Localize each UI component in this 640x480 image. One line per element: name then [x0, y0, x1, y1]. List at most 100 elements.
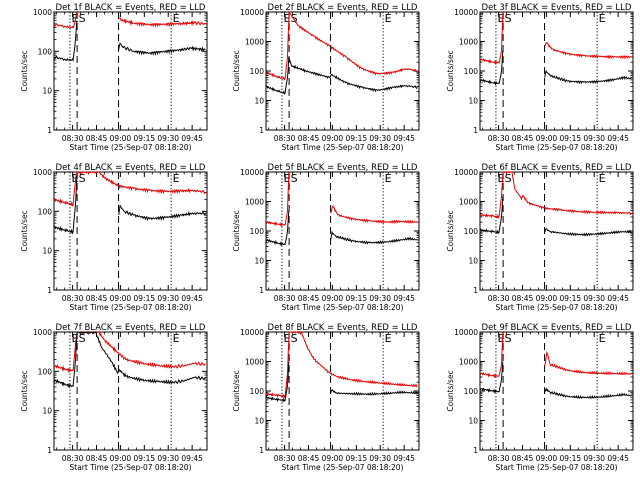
y-axis-label: Counts/sec — [232, 50, 241, 91]
x-tick-label: 09:15 — [134, 294, 156, 303]
x-axis-label: Start Time (25-Sep-07 08:18:20) — [70, 143, 192, 152]
lld-series-line — [53, 11, 78, 29]
events-series-line — [265, 56, 418, 95]
y-tick-label: 10 — [468, 257, 478, 266]
x-tick-label: 08:30 — [488, 294, 510, 303]
time-marker-label: S — [79, 332, 86, 345]
chart-title: Det 4f BLACK = Events, RED = LLD — [56, 163, 206, 173]
y-tick-label: 1000 — [245, 358, 264, 367]
chart-panel: Det 5f BLACK = Events, RED = LLD 1 10 100 10… — [232, 163, 420, 312]
chart-title: Det 2f BLACK = Events, RED = LLD — [268, 3, 418, 13]
lld-series-line — [118, 17, 206, 28]
events-series-line — [53, 331, 206, 389]
x-tick-label: 09:45 — [607, 454, 629, 463]
x-tick-label: 09:00 — [536, 134, 558, 143]
y-tick-label: 10 — [468, 97, 478, 106]
chart-panel: Det 7f BLACK = Events, RED = LLD 1 10 100 10… — [20, 323, 208, 472]
x-tick-label: 09:00 — [110, 454, 132, 463]
time-marker-label: E — [71, 332, 78, 345]
x-tick-label: 08:45 — [298, 134, 320, 143]
x-tick-label: 09:00 — [536, 294, 558, 303]
x-tick-label: 09:15 — [560, 294, 582, 303]
chart-title: Det 9f BLACK = Events, RED = LLD — [482, 323, 632, 333]
y-tick-label: 100 — [464, 67, 479, 76]
x-tick-label: 09:30 — [583, 134, 605, 143]
x-axis-label: Start Time (25-Sep-07 08:18:20) — [70, 303, 192, 312]
events-series-line — [265, 361, 290, 403]
time-marker-label: E — [71, 12, 78, 25]
x-tick-label: 09:15 — [560, 454, 582, 463]
time-marker-label: E — [173, 332, 180, 345]
y-tick-label: 1000 — [33, 168, 52, 177]
x-tick-label: 08:45 — [298, 454, 320, 463]
y-tick-label: 100 — [38, 367, 53, 376]
y-tick-label: 1 — [47, 286, 52, 295]
y-axis-label: Counts/sec — [20, 210, 29, 251]
x-tick-label: 08:45 — [86, 134, 108, 143]
chart-panel: Det 8f BLACK = Events, RED = LLD 1 10 100 10… — [232, 323, 420, 472]
x-tick-label: 08:45 — [86, 294, 108, 303]
events-series-line — [330, 230, 418, 245]
x-tick-label: 09:45 — [393, 134, 415, 143]
x-tick-label: 08:45 — [512, 134, 534, 143]
y-tick-label: 1000 — [245, 198, 264, 207]
events-series-line — [544, 387, 632, 399]
y-tick-label: 10000 — [240, 8, 264, 17]
events-series-line — [53, 175, 78, 235]
y-axis-label: Counts/sec — [446, 50, 455, 91]
time-marker-label: E — [385, 172, 392, 185]
x-tick-label: 09:45 — [181, 294, 203, 303]
x-tick-label: 09:30 — [369, 294, 391, 303]
x-axis-label: Start Time (25-Sep-07 08:18:20) — [496, 303, 618, 312]
x-tick-label: 09:30 — [369, 134, 391, 143]
x-axis-label: Start Time (25-Sep-07 08:18:20) — [496, 463, 618, 472]
x-tick-label: 09:45 — [181, 134, 203, 143]
x-tick-label: 09:30 — [369, 454, 391, 463]
time-marker-label: S — [291, 172, 298, 185]
chart-title: Det 6f BLACK = Events, RED = LLD — [482, 163, 632, 173]
y-tick-label: 100 — [38, 47, 53, 56]
x-tick-label: 09:45 — [393, 454, 415, 463]
x-tick-label: 08:30 — [274, 454, 296, 463]
y-tick-label: 1000 — [33, 8, 52, 17]
time-marker-label: E — [173, 12, 180, 25]
chart-title: Det 8f BLACK = Events, RED = LLD — [268, 323, 418, 333]
x-tick-label: 09:00 — [110, 134, 132, 143]
time-marker-label: S — [291, 12, 298, 25]
y-tick-label: 10000 — [240, 168, 264, 177]
plot-frame — [53, 171, 208, 291]
y-tick-label: 10000 — [454, 8, 478, 17]
time-marker-label: E — [599, 172, 606, 185]
chart-panel: Det 4f BLACK = Events, RED = LLD 1 10 100 10… — [20, 163, 208, 312]
x-tick-label: 08:45 — [512, 294, 534, 303]
lld-series-line — [265, 10, 418, 81]
events-series-line — [479, 361, 504, 394]
y-tick-label: 1000 — [33, 328, 52, 337]
x-tick-label: 09:45 — [607, 294, 629, 303]
x-tick-label: 09:00 — [110, 294, 132, 303]
time-marker-label: E — [497, 12, 504, 25]
x-axis-label: Start Time (25-Sep-07 08:18:20) — [282, 463, 404, 472]
x-tick-label: 09:15 — [346, 134, 368, 143]
y-tick-label: 10000 — [454, 328, 478, 337]
y-tick-label: 1 — [47, 126, 52, 135]
lld-series-line — [265, 331, 418, 399]
time-marker-label: E — [283, 332, 290, 345]
y-axis-label: Counts/sec — [232, 370, 241, 411]
x-axis-label: Start Time (25-Sep-07 08:18:20) — [70, 463, 192, 472]
x-tick-label: 08:30 — [488, 454, 510, 463]
lld-series-line — [53, 171, 206, 208]
y-tick-label: 10000 — [454, 168, 478, 177]
chart-title: Det 7f BLACK = Events, RED = LLD — [56, 323, 206, 333]
events-series-line — [265, 210, 290, 247]
y-tick-label: 10 — [254, 257, 264, 266]
events-series-line — [544, 227, 632, 237]
time-marker-label: S — [505, 12, 512, 25]
events-series-line — [479, 50, 504, 86]
events-series-line — [53, 20, 78, 62]
x-tick-label: 08:30 — [62, 454, 84, 463]
y-tick-label: 1 — [473, 126, 478, 135]
lld-series-line — [265, 171, 290, 228]
time-marker-label: E — [599, 12, 606, 25]
x-tick-label: 09:30 — [583, 294, 605, 303]
